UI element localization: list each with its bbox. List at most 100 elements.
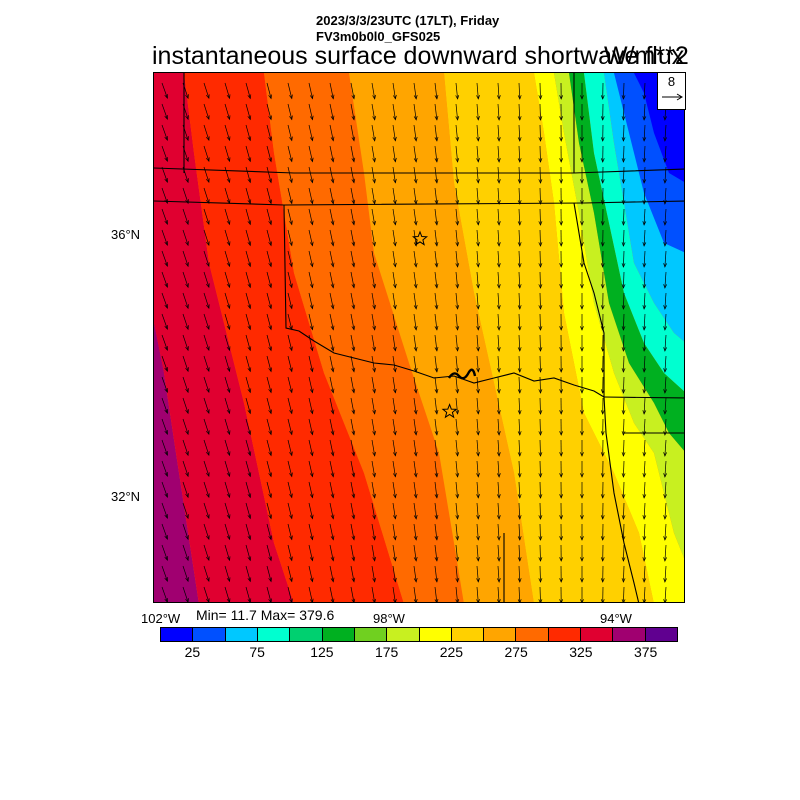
wind-arrow-head <box>496 263 501 268</box>
wind-arrow <box>539 376 541 394</box>
wind-arrow <box>434 481 438 498</box>
wind-arrow-head <box>205 367 210 373</box>
wind-arrow <box>224 187 230 204</box>
wind-arrow <box>350 565 355 582</box>
wind-arrow-head <box>580 557 584 562</box>
wind-arrow <box>455 271 458 288</box>
wind-arrow <box>518 250 521 268</box>
wind-arrow-head <box>289 94 293 100</box>
wind-arrow <box>664 355 667 373</box>
wind-arrow-head <box>185 577 189 583</box>
wind-arrow-head <box>205 556 210 562</box>
wind-arrow-head <box>372 367 376 373</box>
wind-arrow <box>497 103 500 121</box>
wind-arrow <box>350 208 355 225</box>
band-300 <box>184 73 404 602</box>
wind-arrow-head <box>330 304 335 310</box>
wind-arrow-head <box>268 430 272 436</box>
wind-arrow-head <box>600 452 605 457</box>
wind-arrow <box>392 586 396 602</box>
wind-arrow-head <box>517 326 522 331</box>
wind-arrow-head <box>455 493 460 499</box>
wind-arrow-head <box>268 283 272 289</box>
wind-arrow <box>497 292 500 310</box>
wind-arrow <box>497 166 500 184</box>
wind-arrow-head <box>642 284 647 289</box>
wind-arrow-head <box>642 473 647 478</box>
wind-arrow-head <box>289 577 293 583</box>
wind-arrow-head <box>393 556 397 562</box>
wind-arrow-head <box>455 283 460 289</box>
wind-arrow-head <box>559 599 564 602</box>
wind-arrow <box>287 313 293 330</box>
wind-arrow-head <box>538 95 543 100</box>
wind-arrow <box>182 397 189 414</box>
wind-arrow-head <box>247 220 252 226</box>
wind-arrow-head <box>600 578 605 583</box>
wind-arrow-head <box>413 157 418 163</box>
band-150 <box>569 73 684 451</box>
wind-arrow-head <box>351 304 356 310</box>
wind-arrow-head <box>455 346 460 352</box>
wind-arrow-head <box>164 178 168 183</box>
wind-arrow-head <box>538 263 543 268</box>
wind-arrow-head <box>476 178 480 184</box>
wind-arrow <box>224 250 230 267</box>
wind-arrow-head <box>205 430 210 436</box>
wind-arrow-head <box>621 200 626 205</box>
wind-arrow-head <box>455 199 460 205</box>
wind-arrow-head <box>268 241 272 247</box>
wind-arrow <box>287 523 293 540</box>
wind-arrow <box>287 565 293 582</box>
wind-arrow-head <box>268 493 272 499</box>
wind-arrow-head <box>393 220 397 226</box>
wind-arrow-head <box>663 494 668 499</box>
map-svg <box>154 73 684 602</box>
wind-arrow <box>392 103 396 120</box>
wind-arrow <box>392 397 396 414</box>
wind-arrow-head <box>496 473 501 478</box>
wind-arrow <box>434 460 438 477</box>
wind-arrow <box>245 502 251 519</box>
wind-arrow-head <box>289 220 293 226</box>
wind-arrow <box>518 208 521 226</box>
wind-arrow-head <box>413 220 418 226</box>
wind-arrow <box>182 271 189 288</box>
wind-arrow-head <box>621 95 626 100</box>
colorbar-label: 275 <box>504 644 528 660</box>
wind-arrow <box>518 502 521 520</box>
wind-arrow <box>224 208 230 225</box>
wind-arrow-head <box>289 283 293 289</box>
wind-arrow <box>518 481 521 499</box>
wind-arrow <box>350 481 355 498</box>
wind-arrow-head <box>372 598 376 602</box>
wind-arrow-head <box>247 304 252 310</box>
wind-arrow-head <box>309 199 314 205</box>
wind-arrow <box>539 229 541 247</box>
wind-arrow <box>518 460 521 478</box>
wind-arrow-head <box>496 599 501 602</box>
wind-arrow-head <box>538 494 543 499</box>
wind-arrow-head <box>476 157 480 163</box>
wind-arrow <box>308 334 313 351</box>
wind-arrow-head <box>351 388 356 394</box>
wind-arrow <box>308 418 313 435</box>
wind-arrow <box>518 418 521 436</box>
wind-arrow <box>539 565 541 583</box>
wind-arrow <box>392 145 396 162</box>
wind-arrow-head <box>580 410 584 415</box>
wind-arrow <box>287 292 293 309</box>
wind-arrow-head <box>309 220 314 226</box>
wind-arrow <box>434 565 438 582</box>
wind-arrow <box>287 124 293 141</box>
wind-arrow <box>371 208 376 225</box>
wind-arrow-head <box>268 199 272 205</box>
wind-arrow-head <box>205 514 210 520</box>
wind-arrow-head <box>476 241 480 247</box>
wind-arrow-head <box>247 136 252 142</box>
wind-arrow-head <box>351 493 356 499</box>
wind-arrow <box>392 334 396 351</box>
wind-arrow-head <box>476 472 480 478</box>
wind-arrow <box>161 355 168 372</box>
wind-arrow <box>161 502 168 519</box>
